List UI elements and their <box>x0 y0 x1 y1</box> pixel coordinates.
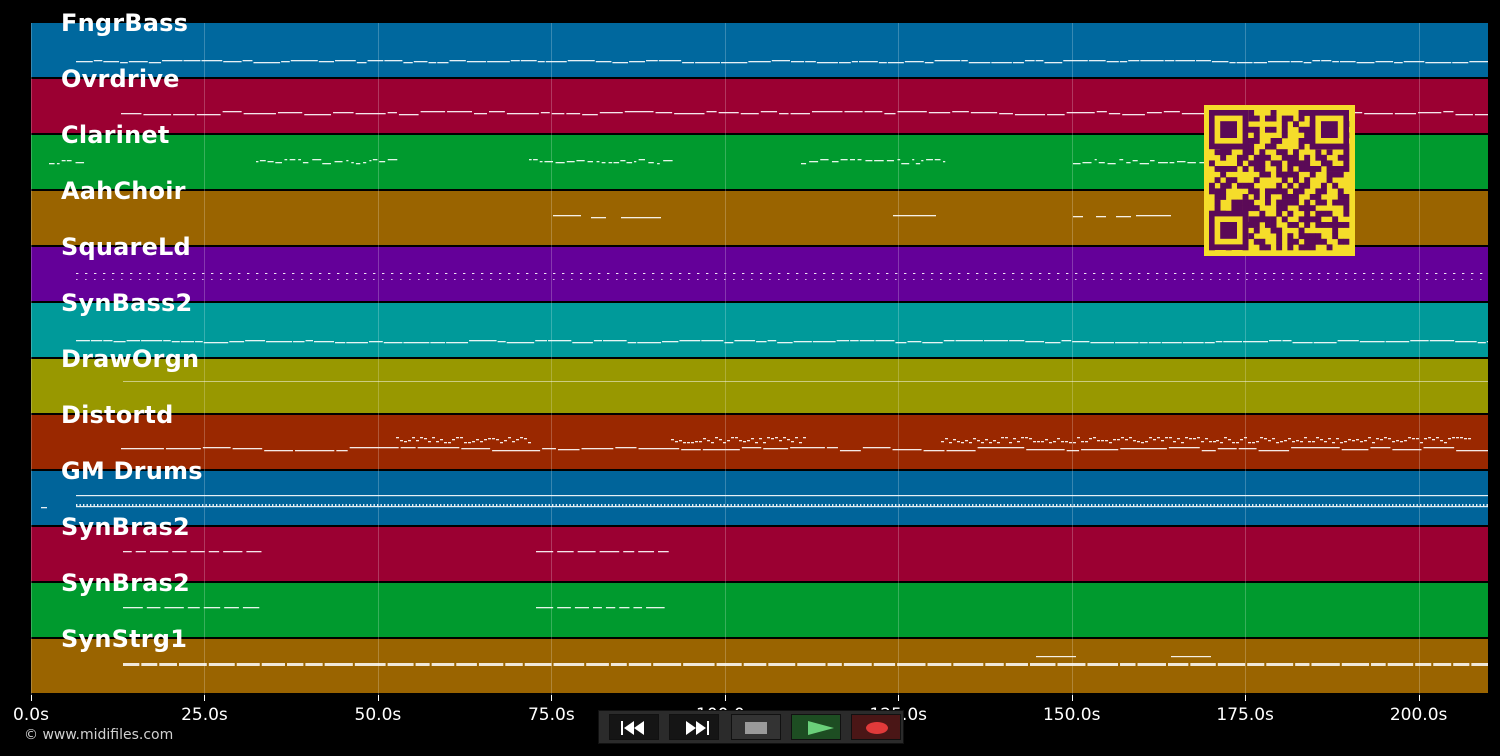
track-notes <box>121 437 1488 452</box>
play-icon <box>808 721 834 735</box>
track-name: SynStrg1 <box>61 625 188 653</box>
track-notes <box>123 656 1488 666</box>
record-icon <box>866 722 888 734</box>
record-button[interactable] <box>851 714 901 740</box>
track-row: SynBass2 <box>31 289 1488 357</box>
axis-tick-label: 200.0s <box>1389 705 1448 725</box>
track-row: SynBras2 <box>31 569 1488 637</box>
axis-tick <box>31 695 32 701</box>
axis-tick-label: 75.0s <box>527 705 575 725</box>
fast-forward-icon <box>686 721 709 735</box>
track-name: DrawOrgn <box>61 345 200 373</box>
axis-tick-label: 25.0s <box>181 705 228 725</box>
qr-code-icon <box>1204 105 1355 256</box>
axis-tick-label: 0.0s <box>13 705 49 725</box>
axis-tick <box>204 695 206 701</box>
axis-tick-label: 150.0s <box>1042 705 1101 725</box>
track-row: SquareLd <box>31 233 1488 301</box>
track-row: Distortd <box>31 401 1488 469</box>
axis-tick <box>551 695 553 701</box>
track-name: FngrBass <box>61 9 189 37</box>
track-row: FngrBass <box>31 9 1488 77</box>
axis-tick-label: 50.0s <box>354 705 402 725</box>
stop-icon <box>745 722 767 734</box>
rewind-icon <box>621 721 644 735</box>
track-notes <box>553 215 1171 219</box>
track-name: SynBras2 <box>61 569 190 597</box>
track-notes <box>123 607 665 609</box>
rewind-button[interactable] <box>609 714 659 740</box>
track-notes <box>121 111 1488 116</box>
stop-button[interactable] <box>731 714 781 740</box>
track-notes <box>76 273 1483 280</box>
track-notes <box>49 159 1208 165</box>
axis-tick <box>724 695 726 701</box>
play-button[interactable] <box>791 714 841 740</box>
transport-controls <box>598 710 904 744</box>
track-row: GM Drums <box>31 457 1488 525</box>
track-row: SynStrg1 <box>31 625 1488 693</box>
track-row: DrawOrgn <box>31 345 1488 413</box>
axis-tick-label: 175.0s <box>1216 705 1274 725</box>
axis-tick <box>1071 695 1073 701</box>
track-name: GM Drums <box>61 457 203 485</box>
track-name: SynBass2 <box>61 289 193 317</box>
track-notes <box>41 495 1488 509</box>
track-row: SynBras2 <box>31 513 1488 581</box>
axis-tick <box>377 695 379 701</box>
track-name: AahChoir <box>61 177 186 205</box>
axis-tick <box>898 695 900 701</box>
track-name: SynBras2 <box>61 513 190 541</box>
fast-forward-button[interactable] <box>669 714 719 740</box>
track-notes <box>76 340 1488 344</box>
track-notes <box>123 381 1488 382</box>
copyright-text: © www.midifiles.com <box>24 727 174 743</box>
track-name: Clarinet <box>61 121 170 149</box>
track-name: Ovrdrive <box>61 65 180 93</box>
track-name: SquareLd <box>61 233 191 261</box>
axis-tick <box>1418 695 1420 701</box>
track-notes <box>76 60 1488 64</box>
track-notes <box>123 551 669 553</box>
track-name: Distortd <box>61 401 174 429</box>
axis-tick <box>1245 695 1247 701</box>
